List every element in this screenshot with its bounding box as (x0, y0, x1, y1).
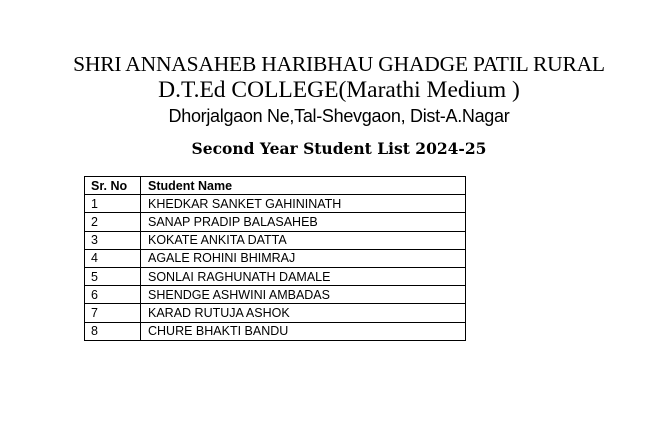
list-heading: Second Year Student List 2024-25 (191, 139, 487, 158)
table-row: 3 KOKATE ANKITA DATTA (84, 230, 466, 250)
cell-sr-no: 2 (84, 212, 141, 232)
cell-student-name: KARAD RUTUJA ASHOK (140, 303, 466, 323)
cell-student-name: AGALE ROHINI BHIMRAJ (140, 248, 466, 268)
table-row: 6 SHENDGE ASHWINI AMBADAS (84, 285, 466, 305)
college-title-line2: D.T.Ed COLLEGE(Marathi Medium ) (158, 77, 520, 103)
cell-sr-no: 3 (84, 230, 141, 250)
table-row: 2 SANAP PRADIP BALASAHEB (84, 212, 466, 232)
cell-student-name: CHURE BHAKTI BANDU (140, 321, 466, 341)
header-cell-sr-no: Sr. No (84, 175, 141, 196)
cell-sr-no: 4 (84, 248, 141, 268)
cell-sr-no: 6 (84, 285, 141, 305)
cell-student-name: SHENDGE ASHWINI AMBADAS (140, 285, 466, 305)
cell-sr-no: 7 (84, 303, 141, 323)
cell-sr-no: 8 (84, 321, 141, 341)
cell-sr-no: 5 (84, 266, 141, 287)
cell-student-name: KOKATE ANKITA DATTA (140, 230, 466, 250)
college-address: Dhorjalgaon Ne,Tal-Shevgaon, Dist-A.Naga… (168, 106, 510, 126)
table-row: 1 KHEDKAR SANKET GAHININATH (84, 194, 466, 214)
table-row: 4 AGALE ROHINI BHIMRAJ (84, 248, 466, 268)
table-row: 8 CHURE BHAKTI BANDU (84, 321, 466, 341)
header-cell-student-name: Student Name (140, 175, 466, 196)
table-row: 5 SONLAI RAGHUNATH DAMALE (84, 266, 466, 287)
cell-student-name: SANAP PRADIP BALASAHEB (140, 212, 466, 232)
student-table-body: 1 KHEDKAR SANKET GAHININATH 2 SANAP PRADIP … (84, 194, 466, 341)
cell-student-name: KHEDKAR SANKET GAHININATH (140, 194, 466, 214)
college-title-line1: SHRI ANNASAHEB HARIBHAU GHADGE PATIL RUR… (73, 52, 605, 76)
table-row: 7 KARAD RUTUJA ASHOK (84, 303, 466, 323)
cell-sr-no: 1 (84, 194, 141, 214)
table-header-row: Sr. No Student Name (84, 175, 466, 196)
student-table: Sr. No Student Name 1 KHEDKAR SANKET GAHI… (84, 175, 466, 341)
cell-student-name: SONLAI RAGHUNATH DAMALE (140, 266, 466, 287)
